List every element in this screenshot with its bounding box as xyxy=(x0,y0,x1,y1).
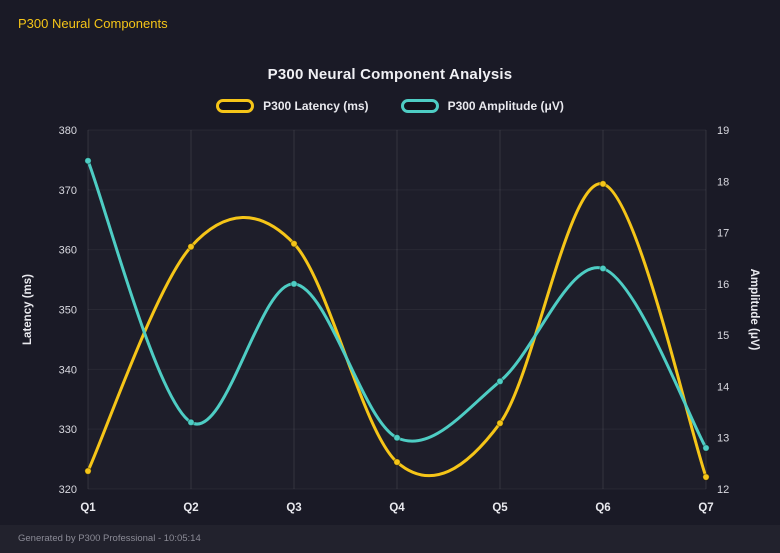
amplitude-point[interactable] xyxy=(599,264,607,273)
legend-item-latency[interactable]: P300 Latency (ms) xyxy=(216,99,369,113)
amplitude-point[interactable] xyxy=(187,418,195,427)
amplitude-point[interactable] xyxy=(393,434,401,442)
latency-point[interactable] xyxy=(187,242,195,251)
y-right-tick-label: 12 xyxy=(717,484,729,496)
amplitude-point[interactable] xyxy=(290,280,298,288)
y-right-tick-label: 19 xyxy=(717,125,729,137)
latency-point[interactable] xyxy=(290,239,298,248)
legend-swatch-amplitude xyxy=(400,99,439,113)
y-left-tick-label: 340 xyxy=(59,364,77,376)
y-left-tick-label: 360 xyxy=(59,245,77,257)
x-tick-label: Q3 xyxy=(286,502,301,514)
chart-title: P300 Neural Component Analysis xyxy=(267,66,513,83)
x-tick-label: Q6 xyxy=(595,502,610,514)
footer-text: Generated by P300 Professional - 10:05:1… xyxy=(18,533,201,544)
legend-item-amplitude[interactable]: P300 Amplitude (μV) xyxy=(400,99,564,113)
legend-swatch-latency xyxy=(216,99,255,113)
legend-label: P300 Amplitude (μV) xyxy=(447,99,564,113)
right-axis-title: Amplitude (μV) xyxy=(748,269,760,351)
y-left-tick-label: 330 xyxy=(59,424,77,436)
y-left-tick-label: 380 xyxy=(59,125,77,137)
latency-point[interactable] xyxy=(84,467,92,475)
amplitude-point[interactable] xyxy=(496,377,504,385)
y-left-tick-label: 370 xyxy=(59,185,77,197)
app-title: P300 Neural Components xyxy=(18,16,168,31)
y-right-tick-label: 15 xyxy=(717,330,729,342)
y-left-tick-label: 350 xyxy=(59,305,77,317)
y-right-tick-label: 13 xyxy=(717,433,729,445)
x-tick-label: Q1 xyxy=(80,502,96,514)
y-right-tick-label: 17 xyxy=(717,228,729,240)
latency-point[interactable] xyxy=(496,419,504,427)
latency-point[interactable] xyxy=(393,458,401,466)
y-left-tick-label: 320 xyxy=(59,484,77,496)
chart-legend: P300 Latency (ms) P300 Amplitude (μV) xyxy=(0,99,780,113)
latency-point[interactable] xyxy=(702,473,710,481)
amplitude-point[interactable] xyxy=(702,444,710,452)
x-tick-label: Q2 xyxy=(183,502,198,514)
x-tick-label: Q5 xyxy=(492,502,508,514)
x-tick-label: Q4 xyxy=(389,502,405,514)
amplitude-point[interactable] xyxy=(84,157,92,165)
latency-point[interactable] xyxy=(599,180,607,188)
y-right-tick-label: 16 xyxy=(717,279,729,291)
y-right-tick-label: 14 xyxy=(717,381,729,393)
left-axis-title: Latency (ms) xyxy=(22,274,34,345)
legend-label: P300 Latency (ms) xyxy=(263,99,369,113)
y-right-tick-label: 18 xyxy=(717,176,729,188)
x-tick-label: Q7 xyxy=(698,502,713,514)
